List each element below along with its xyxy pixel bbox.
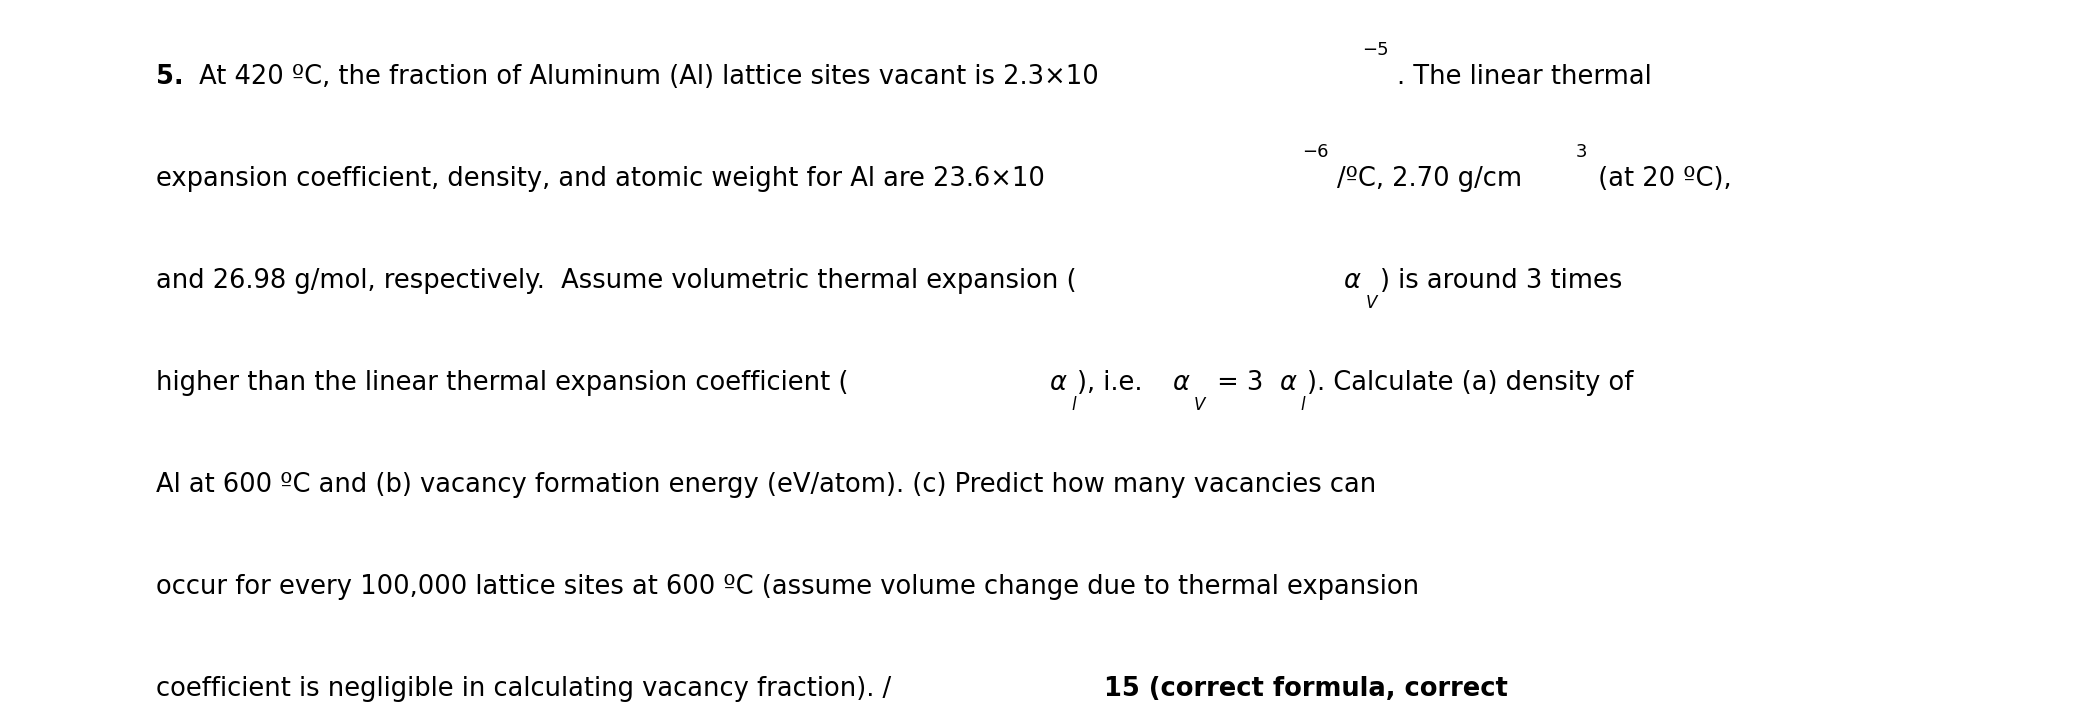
Text: (at 20 ºC),: (at 20 ºC), xyxy=(1591,167,1732,193)
Text: α: α xyxy=(1049,370,1066,396)
Text: α: α xyxy=(1344,269,1361,295)
Text: ) is around 3 times: ) is around 3 times xyxy=(1379,269,1622,295)
Text: occur for every 100,000 lattice sites at 600 ºC (assume volume change due to the: occur for every 100,000 lattice sites at… xyxy=(156,574,1419,600)
Text: higher than the linear thermal expansion coefficient (: higher than the linear thermal expansion… xyxy=(156,370,848,396)
Text: ), i.e.: ), i.e. xyxy=(1076,370,1151,396)
Text: α: α xyxy=(1172,370,1188,396)
Text: V: V xyxy=(1195,396,1205,414)
Text: l: l xyxy=(1300,396,1305,414)
Text: 15 (correct formula, correct: 15 (correct formula, correct xyxy=(1103,676,1508,702)
Text: l: l xyxy=(1070,396,1076,414)
Text: −6: −6 xyxy=(1302,143,1329,161)
Text: ). Calculate (a) density of: ). Calculate (a) density of xyxy=(1307,370,1632,396)
Text: expansion coefficient, density, and atomic weight for Al are 23.6×10: expansion coefficient, density, and atom… xyxy=(156,167,1045,193)
Text: α: α xyxy=(1280,370,1296,396)
Text: coefficient is negligible in calculating vacancy fraction). /: coefficient is negligible in calculating… xyxy=(156,676,890,702)
Text: . The linear thermal: . The linear thermal xyxy=(1398,65,1651,91)
Text: V: V xyxy=(1365,294,1377,312)
Text: −5: −5 xyxy=(1363,41,1390,59)
Text: 5.: 5. xyxy=(156,65,183,91)
Text: At 420 ºC, the fraction of Aluminum (Al) lattice sites vacant is 2.3×10: At 420 ºC, the fraction of Aluminum (Al)… xyxy=(191,65,1099,91)
Text: and 26.98 g/mol, respectively.  Assume volumetric thermal expansion (: and 26.98 g/mol, respectively. Assume vo… xyxy=(156,269,1076,295)
Text: 3: 3 xyxy=(1576,143,1587,161)
Text: = 3: = 3 xyxy=(1209,370,1263,396)
Text: /ºC, 2.70 g/cm: /ºC, 2.70 g/cm xyxy=(1336,167,1522,193)
Text: Al at 600 ºC and (b) vacancy formation energy (eV/atom). (c) Predict how many va: Al at 600 ºC and (b) vacancy formation e… xyxy=(156,472,1375,498)
